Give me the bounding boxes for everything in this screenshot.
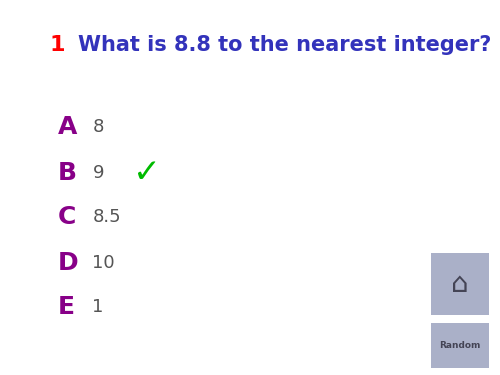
Text: C: C	[58, 206, 76, 230]
Text: What is 8.8 to the nearest integer?: What is 8.8 to the nearest integer?	[78, 35, 491, 55]
Text: 9: 9	[92, 164, 104, 182]
Text: ⌂: ⌂	[451, 270, 468, 298]
FancyBboxPatch shape	[431, 253, 488, 315]
FancyBboxPatch shape	[431, 322, 488, 368]
Text: 8: 8	[92, 118, 104, 136]
Text: E: E	[58, 296, 74, 320]
Text: ✓: ✓	[132, 156, 160, 189]
Text: 10: 10	[92, 254, 115, 272]
Text: A: A	[58, 116, 77, 140]
Text: Random: Random	[439, 340, 480, 350]
Text: D: D	[58, 251, 78, 274]
Text: 8.5: 8.5	[92, 209, 121, 226]
Text: 1: 1	[92, 298, 104, 316]
Text: 1: 1	[50, 35, 66, 55]
Text: B: B	[58, 160, 76, 184]
